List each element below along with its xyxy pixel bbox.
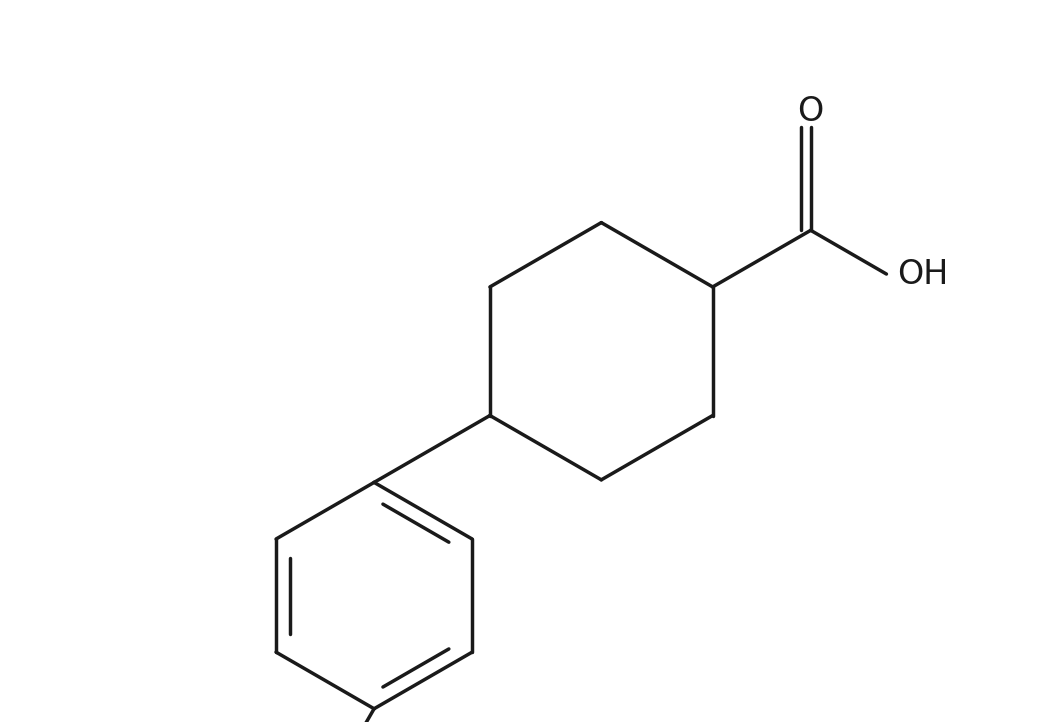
Text: OH: OH — [897, 257, 948, 291]
Text: O: O — [797, 95, 824, 129]
